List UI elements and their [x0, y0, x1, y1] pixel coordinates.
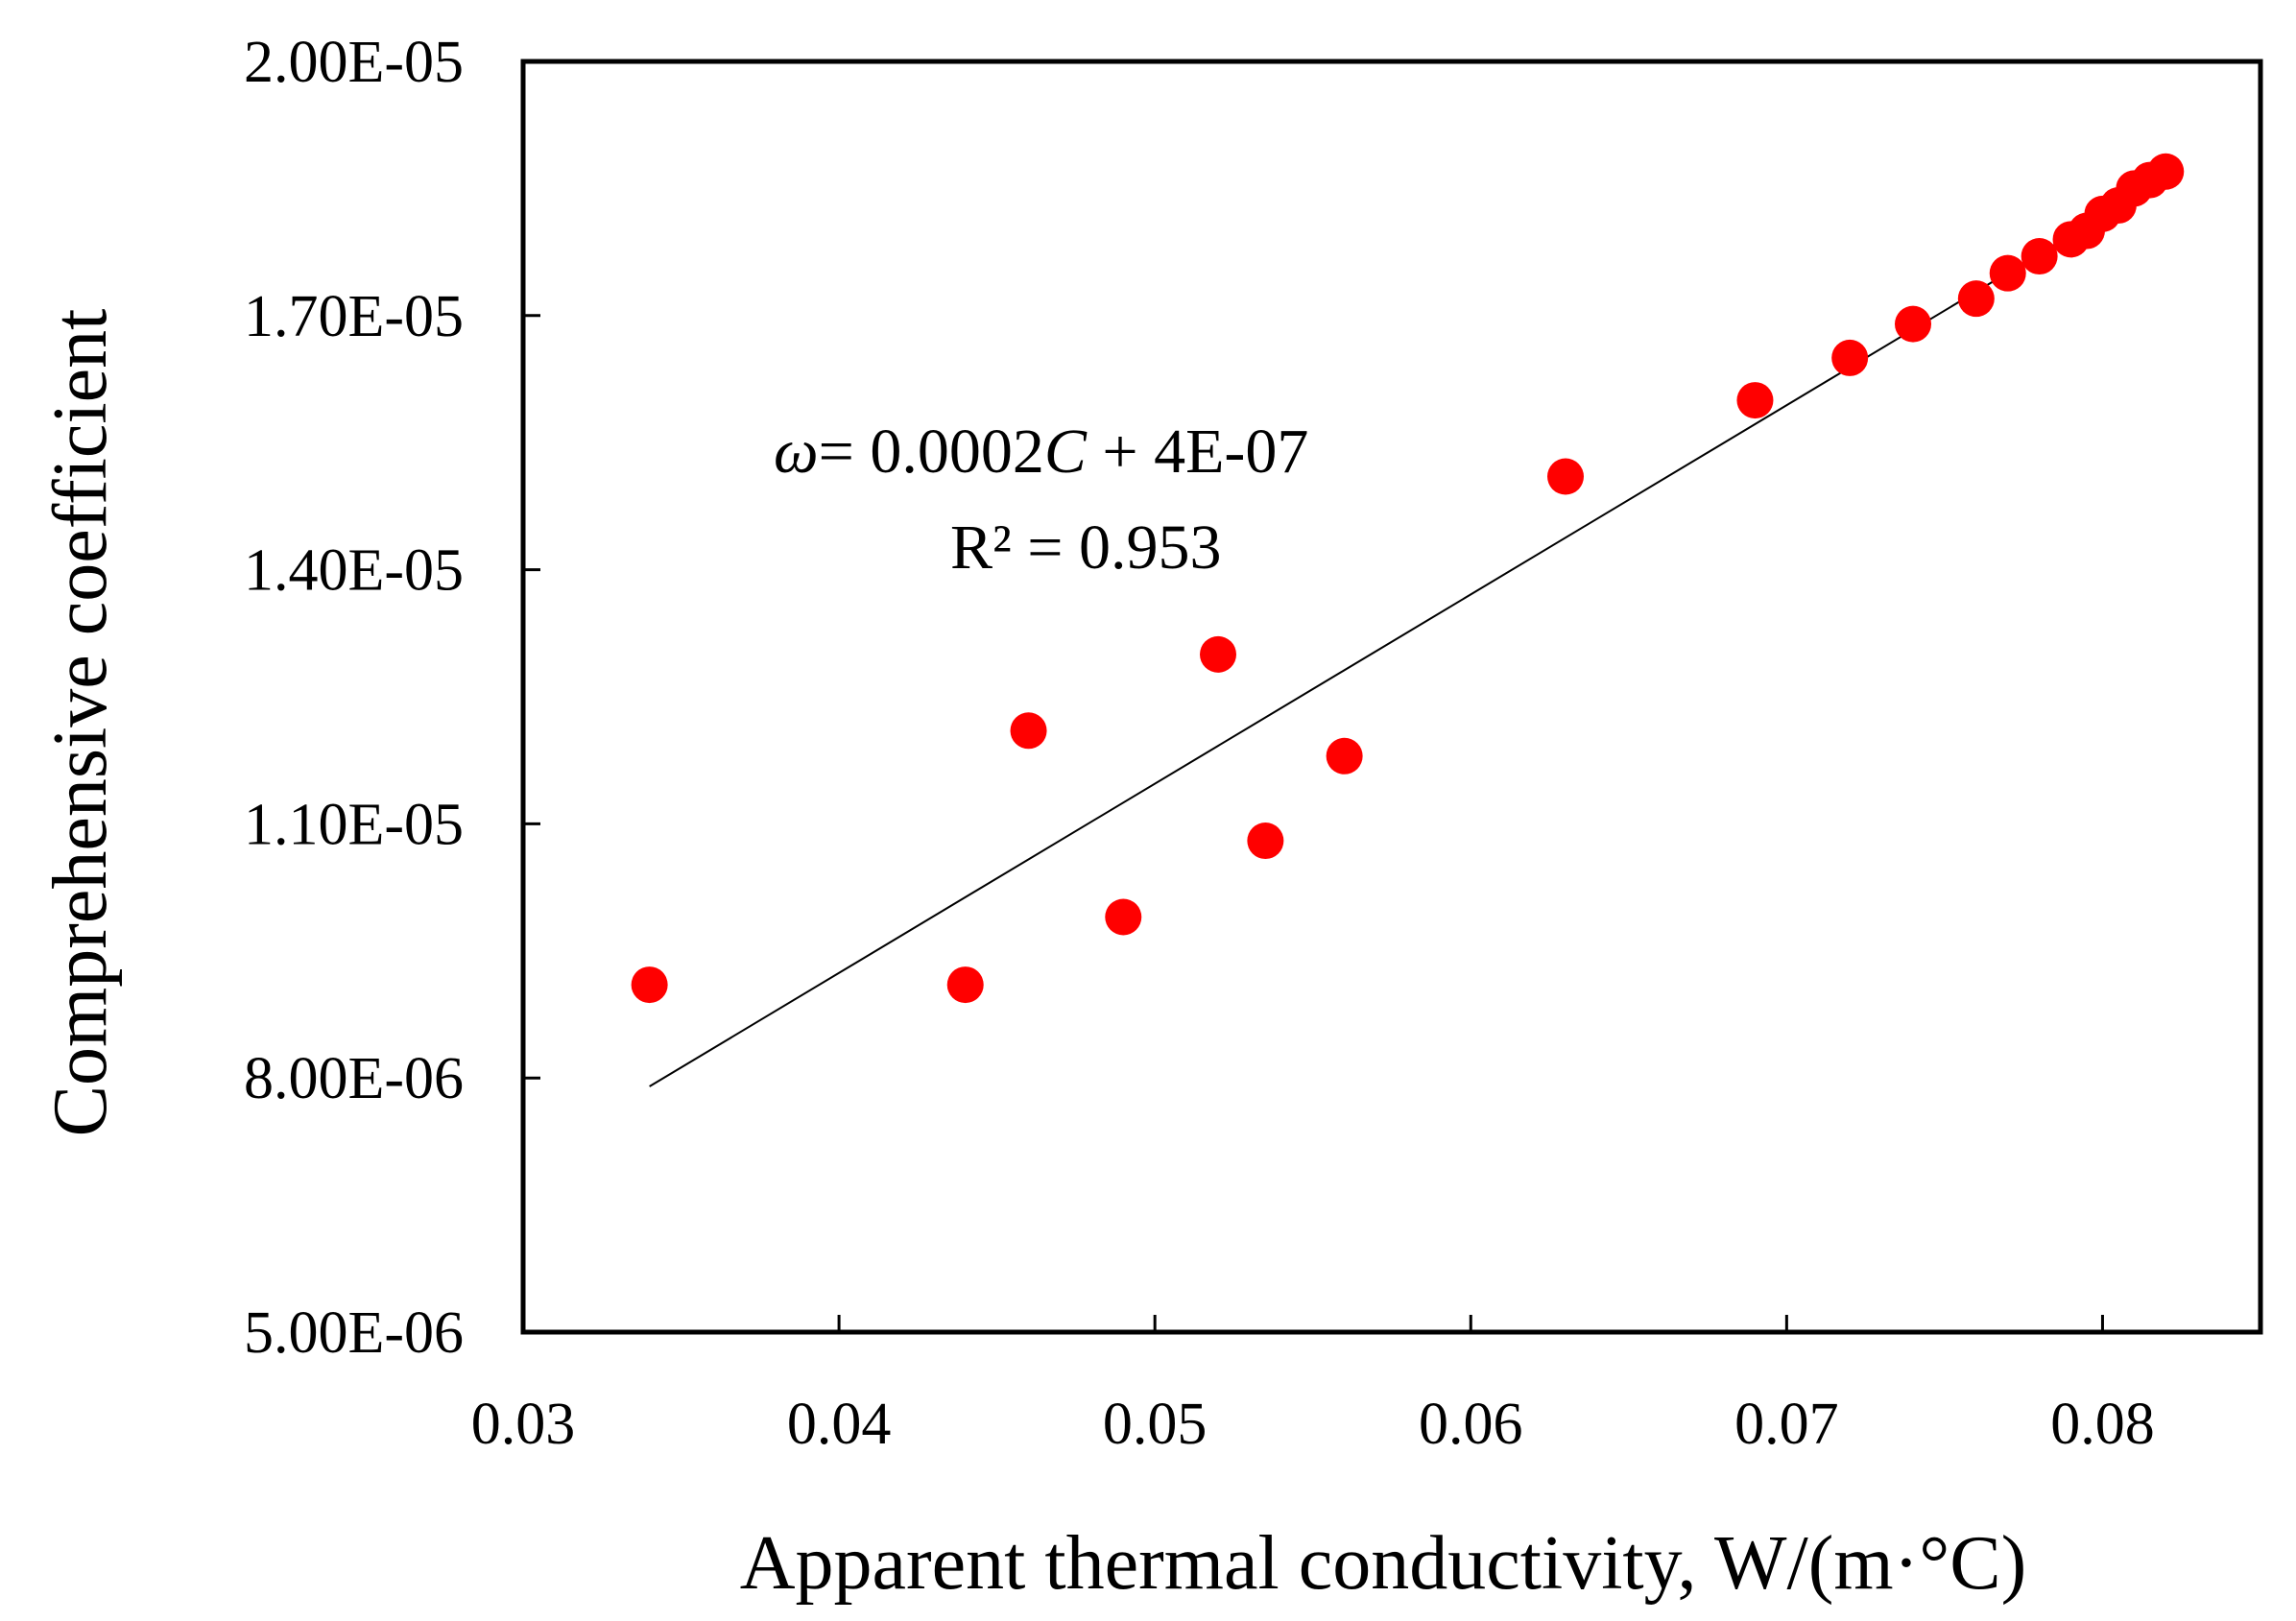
- x-tick-label: 0.04: [787, 1392, 892, 1457]
- data-point: [1895, 305, 1931, 343]
- data-point: [1200, 635, 1236, 673]
- y-tick-labels: 5.00E-06 8.00E-06 1.10E-05 1.40E-05 1.70E-05…: [244, 30, 464, 1366]
- r-squared-annotation: R² = 0.953: [950, 513, 1222, 583]
- x-tick-label: 0.03: [471, 1392, 576, 1457]
- x-axis-title: Apparent thermal conductivity, W/(m·°C): [740, 1521, 2027, 1606]
- data-point: [1831, 339, 1869, 376]
- y-tick-label: 1.10E-05: [244, 792, 464, 857]
- y-tick-label: 5.00E-06: [244, 1300, 464, 1366]
- data-point: [1547, 458, 1584, 495]
- x-tick-label: 0.07: [1734, 1392, 1839, 1457]
- data-point: [1957, 280, 1995, 318]
- y-tick-label: 1.70E-05: [244, 284, 464, 349]
- x-tick-label: 0.05: [1103, 1392, 1208, 1457]
- y-tick-label: 1.40E-05: [244, 538, 464, 604]
- omega-symbol: ω: [774, 417, 819, 487]
- x-tick-label: 0.06: [1419, 1392, 1523, 1457]
- data-points: [631, 153, 2185, 1004]
- equation-annotation: ω= 0.0002C + 4E-07: [774, 417, 1308, 487]
- y-tick-label: 8.00E-06: [244, 1046, 464, 1111]
- y-tick-label: 2.00E-05: [244, 30, 464, 95]
- y-axis-title: Comprehensive coefficient: [38, 309, 123, 1137]
- axis-ticks-layer: [521, 60, 2104, 1334]
- x-tick-labels: 0.03 0.04 0.05 0.06 0.07 0.08: [471, 1392, 2155, 1457]
- data-point: [1247, 822, 1284, 860]
- data-point: [2147, 153, 2185, 190]
- data-point: [1010, 712, 1047, 750]
- equation-coefficient: = 0.0002: [819, 417, 1044, 487]
- equation-variable: C: [1044, 417, 1088, 487]
- data-point: [2021, 238, 2058, 275]
- data-point: [946, 966, 984, 1004]
- data-point: [1736, 382, 1774, 419]
- data-point: [631, 966, 668, 1004]
- x-tick-label: 0.08: [2050, 1392, 2155, 1457]
- data-point: [1989, 254, 2026, 292]
- data-point: [1105, 898, 1142, 936]
- equation-intercept: + 4E-07: [1087, 417, 1309, 487]
- data-point: [1326, 737, 1363, 775]
- plot-area-frame: [520, 59, 2263, 1335]
